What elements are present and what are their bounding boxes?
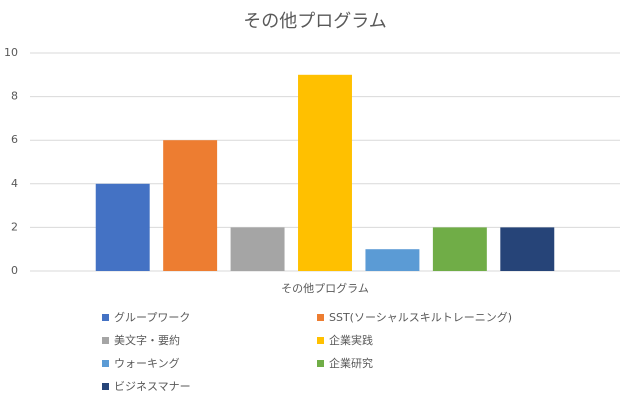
legend-swatch [317,337,324,344]
legend-label: ウォーキング [114,356,180,370]
chart-title: その他プログラム [243,11,386,32]
legend-swatch [317,314,324,321]
bar [230,227,285,271]
legend-swatch [102,383,109,390]
x-tick-label: その他プログラム [281,281,369,295]
y-tick-label: 6 [11,133,18,146]
bar [432,227,487,271]
y-tick-label: 8 [11,90,18,103]
legend-label: SST(ソーシャルスキルトレーニング) [329,310,512,324]
legend-swatch [102,360,109,367]
bar [500,227,555,271]
y-tick-label: 4 [11,177,18,190]
legend-label: グループワーク [114,310,190,324]
legend-label: 企業実践 [329,333,373,347]
bar [95,183,150,271]
y-tick-label: 2 [11,220,18,233]
y-tick-label: 10 [4,46,18,59]
bar [298,74,352,271]
bar [365,249,420,271]
y-tick-label: 0 [11,264,18,277]
legend-label: 企業研究 [329,356,373,370]
legend-swatch [102,314,109,321]
legend-swatch [102,337,109,344]
legend-label: 美文字・要約 [114,333,180,347]
legend-swatch [317,360,324,367]
bar [163,140,218,271]
legend-label: ビジネスマナー [114,380,191,393]
